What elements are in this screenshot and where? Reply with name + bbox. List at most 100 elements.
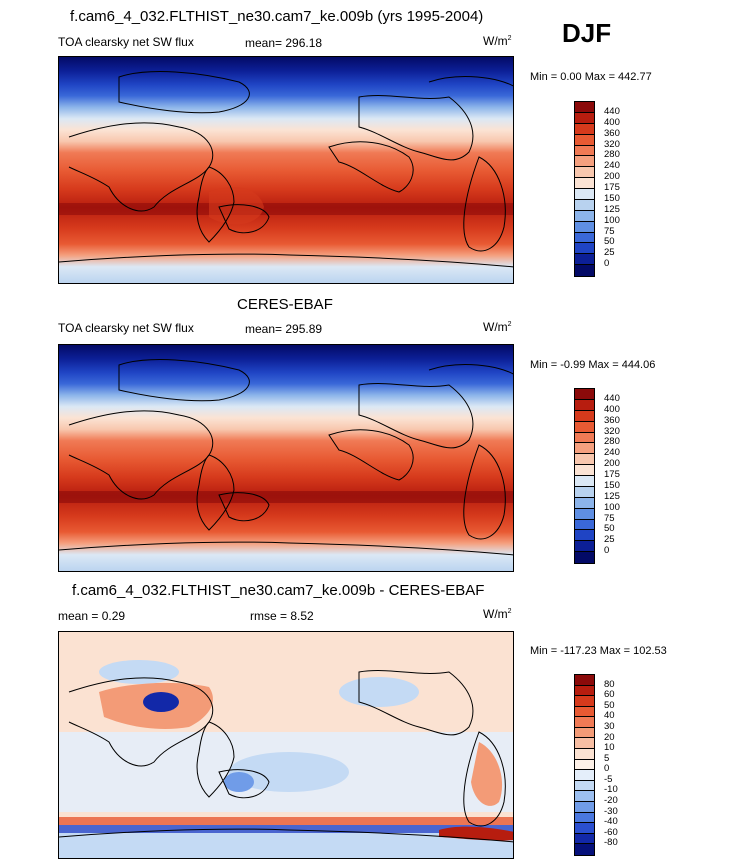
panel1-units: W/m2	[483, 34, 512, 48]
colorbar-tick-label: 240	[604, 160, 620, 172]
colorbar-tick-label: 0	[604, 763, 610, 775]
colorbar-tick-label: -40	[604, 816, 618, 828]
panel2-mean: mean= 295.89	[245, 322, 323, 336]
colorbar-swatch	[575, 833, 594, 845]
colorbar-swatch	[575, 801, 594, 813]
colorbar-swatch	[575, 759, 594, 771]
colorbar-tick-label: -30	[604, 805, 618, 817]
colorbar-tick-label: 50	[604, 236, 615, 248]
colorbar-swatch	[575, 134, 594, 146]
colorbar-swatch	[575, 399, 594, 411]
colorbar-tick-label: 75	[604, 512, 615, 524]
colorbar-tick-label: 100	[604, 501, 620, 513]
colorbar-swatch	[575, 706, 594, 718]
colorbar-tick-label: 25	[604, 247, 615, 259]
panel3-map-svg	[59, 632, 513, 858]
panel3-colorbar	[574, 674, 595, 856]
colorbar-tick-label: 440	[604, 105, 620, 117]
panel1-variable: TOA clearsky net SW flux	[58, 35, 194, 49]
panel1-map-svg	[59, 57, 513, 283]
colorbar-swatch	[575, 454, 594, 466]
panel3-minmax: Min = -117.23 Max = 102.53	[530, 645, 667, 657]
colorbar-swatch	[575, 221, 594, 233]
panel3-mean: mean = 0.29	[58, 609, 126, 623]
colorbar-tick-label: 320	[604, 138, 620, 150]
colorbar-tick-label: -20	[604, 795, 618, 807]
colorbar-swatch	[575, 199, 594, 211]
colorbar-tick-label: 320	[604, 425, 620, 437]
colorbar-swatch	[575, 465, 594, 476]
colorbar-swatch	[575, 156, 594, 168]
colorbar-swatch	[575, 844, 594, 855]
panel2-units: W/m2	[483, 320, 512, 334]
colorbar-swatch	[575, 675, 594, 686]
colorbar-tick-label: 440	[604, 392, 620, 404]
panel2-variable: TOA clearsky net SW flux	[58, 321, 194, 335]
panel2-map	[58, 344, 514, 572]
colorbar-swatch	[575, 727, 594, 739]
colorbar-swatch	[575, 717, 594, 728]
colorbar-swatch	[575, 232, 594, 244]
panel1-mean: mean= 296.18	[245, 36, 323, 50]
colorbar-tick-label: -5	[604, 773, 613, 785]
colorbar-tick-label: 125	[604, 490, 620, 502]
colorbar-swatch	[575, 178, 594, 189]
colorbar-swatch	[575, 102, 594, 113]
colorbar-swatch	[575, 508, 594, 520]
colorbar-swatch	[575, 541, 594, 553]
colorbar-swatch	[575, 696, 594, 707]
colorbar-tick-label: 400	[604, 403, 620, 415]
colorbar-tick-label: 360	[604, 127, 620, 139]
colorbar-tick-label: 40	[604, 710, 615, 722]
colorbar-tick-label: 150	[604, 192, 620, 204]
colorbar-tick-label: 20	[604, 731, 615, 743]
colorbar-tick-label: 50	[604, 699, 615, 711]
colorbar-tick-label: 0	[604, 545, 610, 557]
colorbar-swatch	[575, 421, 594, 433]
colorbar-swatch	[575, 432, 594, 444]
panel3-map	[58, 631, 514, 859]
colorbar-tick-label: 50	[604, 523, 615, 535]
colorbar-swatch	[575, 738, 594, 750]
colorbar-tick-label: 10	[604, 742, 615, 754]
colorbar-swatch	[575, 552, 594, 563]
colorbar-tick-label: 360	[604, 414, 620, 426]
colorbar-swatch	[575, 749, 594, 760]
colorbar-swatch	[575, 770, 594, 781]
colorbar-swatch	[575, 685, 594, 697]
colorbar-swatch	[575, 254, 594, 266]
colorbar-tick-label: 400	[604, 116, 620, 128]
colorbar-tick-label: 150	[604, 479, 620, 491]
colorbar-tick-label: 280	[604, 149, 620, 161]
colorbar-swatch	[575, 486, 594, 498]
colorbar-tick-label: 175	[604, 469, 620, 480]
panel2-title: CERES-EBAF	[237, 296, 333, 313]
colorbar-swatch	[575, 812, 594, 824]
panel2-minmax: Min = -0.99 Max = 444.06	[530, 359, 656, 371]
panel1-map	[58, 56, 514, 284]
colorbar-tick-label: 100	[604, 214, 620, 226]
colorbar-swatch	[575, 243, 594, 255]
colorbar-swatch	[575, 389, 594, 400]
colorbar-swatch	[575, 410, 594, 422]
colorbar-tick-label: 200	[604, 171, 620, 183]
colorbar-tick-label: 0	[604, 258, 610, 270]
season-label: DJF	[562, 18, 612, 48]
panel2-map-svg	[59, 345, 513, 571]
panel1-colorbar	[574, 101, 595, 277]
colorbar-tick-label: 25	[604, 534, 615, 546]
colorbar-swatch	[575, 112, 594, 124]
colorbar-swatch	[575, 265, 594, 276]
colorbar-swatch	[575, 497, 594, 509]
panel3-rmse: rmse = 8.52	[250, 609, 314, 623]
colorbar-swatch	[575, 530, 594, 542]
colorbar-swatch	[575, 519, 594, 531]
colorbar-tick-label: -60	[604, 826, 618, 838]
colorbar-tick-label: 280	[604, 436, 620, 448]
panel3-title: f.cam6_4_032.FLTHIST_ne30.cam7_ke.009b -…	[72, 582, 485, 599]
colorbar-tick-label: 200	[604, 458, 620, 470]
colorbar-swatch	[575, 443, 594, 455]
panel2-colorbar	[574, 388, 595, 564]
colorbar-tick-label: 5	[604, 752, 610, 764]
colorbar-swatch	[575, 189, 594, 200]
